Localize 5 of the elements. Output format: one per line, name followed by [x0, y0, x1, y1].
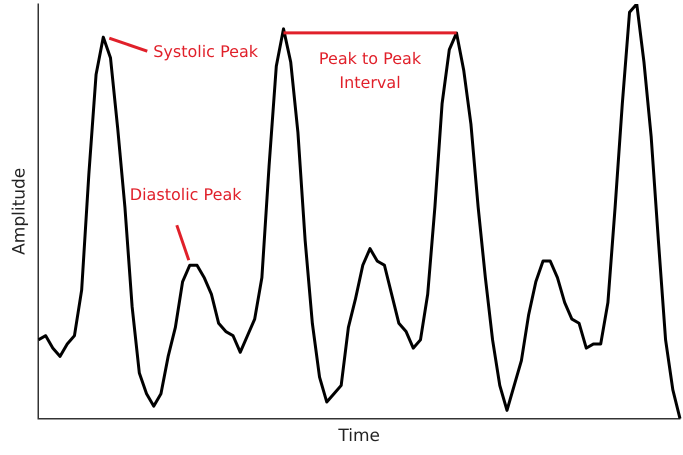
annotation: Peak to Peak Interval [318, 48, 422, 94]
x-axis-title: Time [337, 426, 380, 446]
annotation: Systolic Peak [153, 41, 258, 64]
y-axis-title: Amplitude [10, 168, 30, 255]
annotation: Diastolic Peak [130, 184, 242, 206]
